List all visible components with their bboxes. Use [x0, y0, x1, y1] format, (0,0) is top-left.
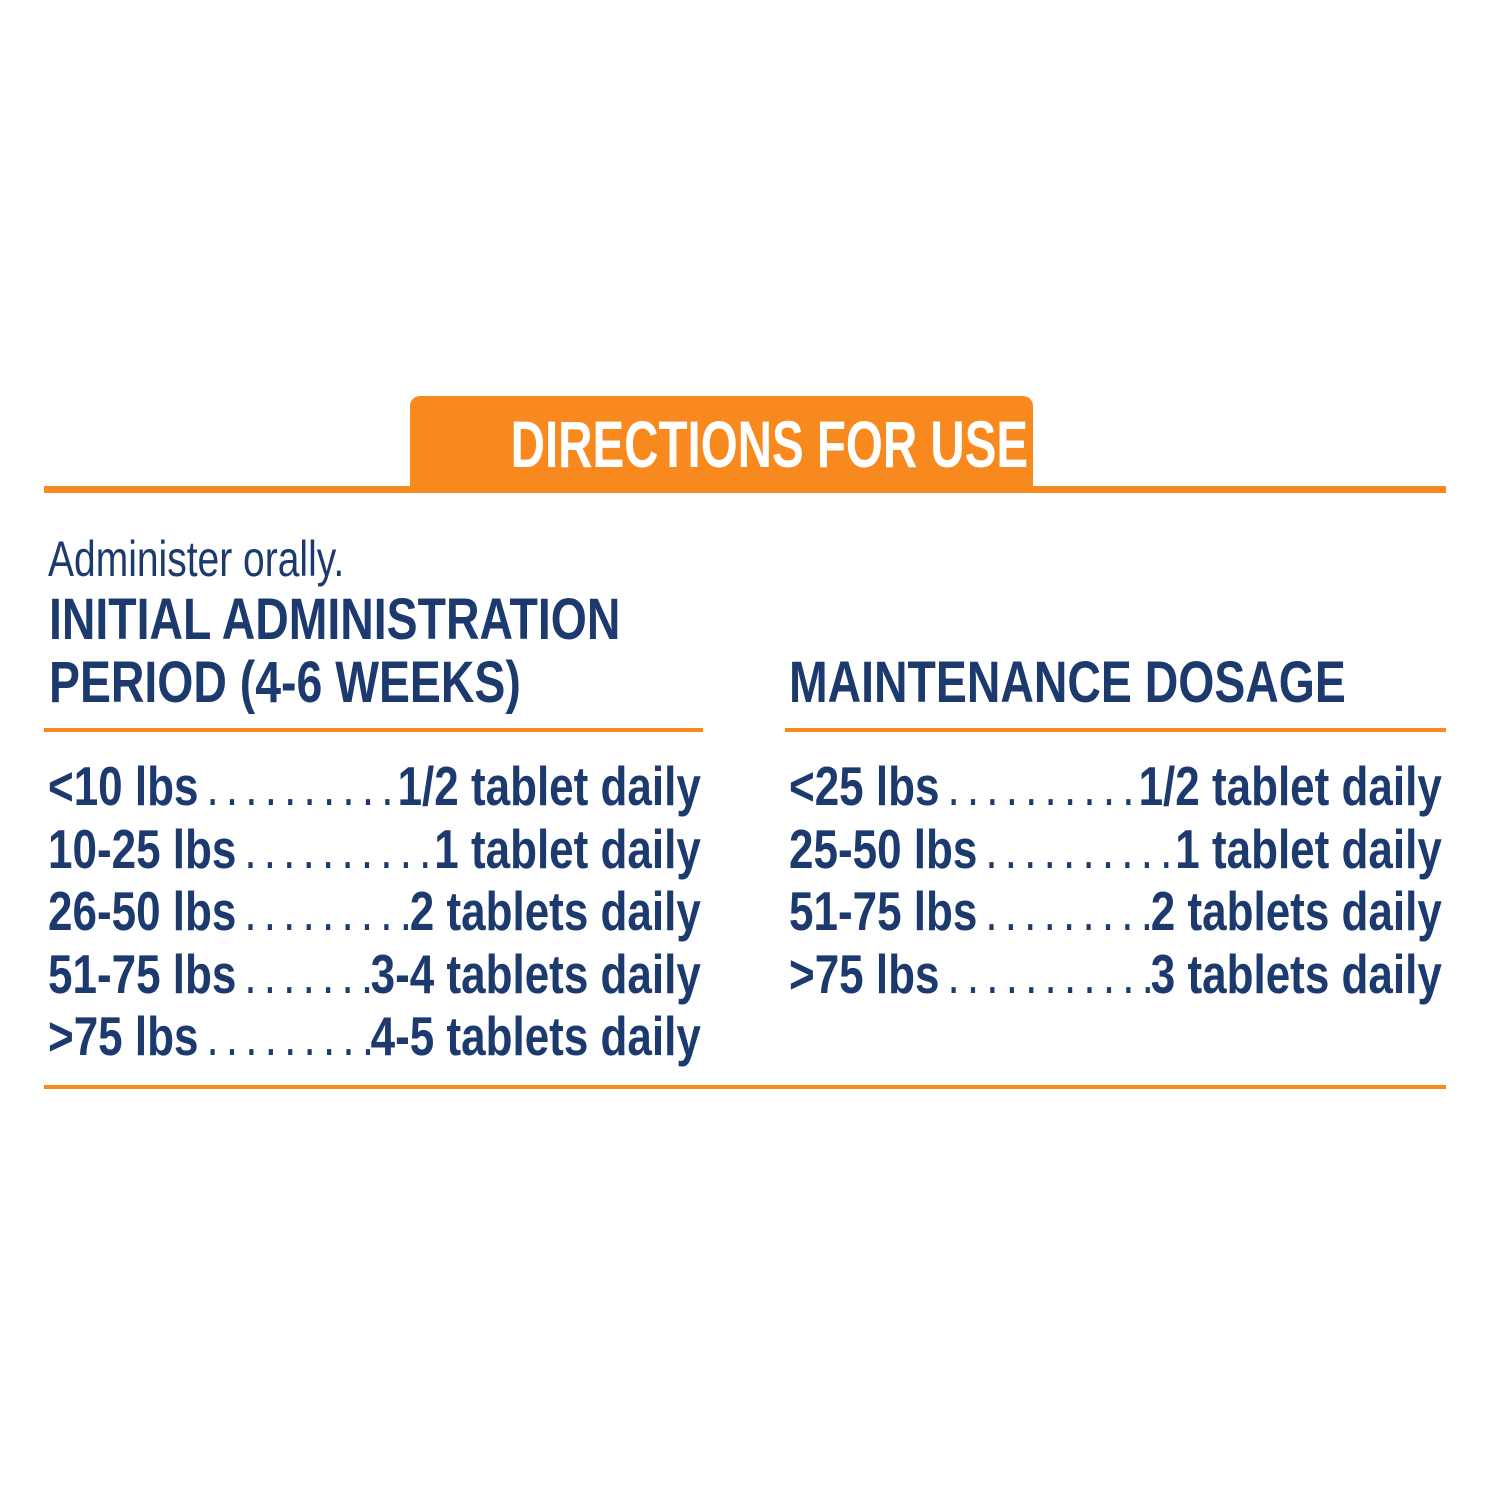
divider-maintenance [785, 728, 1446, 732]
initial-heading-line1: INITIAL ADMINISTRATION [49, 587, 621, 652]
dosage-row: 26-50 lbs...............................… [48, 880, 701, 943]
dot-leader: ........................................ [244, 942, 370, 1005]
divider-top [44, 486, 1446, 493]
dosage-row: >75 lbs.................................… [789, 943, 1442, 1006]
dose: 3-4 tablets daily [370, 942, 701, 1005]
dosage-row: 25-50 lbs...............................… [789, 818, 1442, 881]
dot-leader: ........................................ [947, 755, 1139, 817]
dosage-row: 51-75 lbs...............................… [789, 880, 1442, 943]
dose: 4-5 tablets daily [370, 1005, 701, 1067]
dose: 1 tablet daily [434, 817, 701, 880]
dot-leader: ........................................ [947, 942, 1150, 1005]
initial-dosage-table: <10 lbs.................................… [48, 755, 701, 1068]
dot-leader: ........................................ [985, 880, 1150, 942]
dose: 1/2 tablet daily [397, 755, 701, 817]
weight-range: 26-50 lbs [48, 880, 237, 942]
maintenance-heading: MAINTENANCE DOSAGE [789, 650, 1346, 715]
dose: 3 tablets daily [1150, 942, 1442, 1005]
dot-leader: ........................................ [985, 817, 1176, 880]
dosage-row: >75 lbs.................................… [48, 1005, 701, 1068]
dot-leader: ........................................ [206, 755, 398, 817]
weight-range: <25 lbs [789, 755, 940, 817]
initial-heading: INITIAL ADMINISTRATION PERIOD (4-6 WEEKS… [49, 588, 620, 714]
dot-leader: ........................................ [244, 817, 435, 880]
dose: 2 tablets daily [409, 880, 701, 942]
dot-leader: ........................................ [244, 880, 409, 942]
dosage-row: <10 lbs.................................… [48, 755, 701, 818]
weight-range: 51-75 lbs [48, 942, 237, 1005]
divider-initial [44, 728, 703, 732]
dose: 1 tablet daily [1175, 817, 1442, 880]
weight-range: <10 lbs [48, 755, 199, 817]
banner-title: DIRECTIONS FOR USE [510, 407, 1029, 481]
dose: 1/2 tablet daily [1138, 755, 1442, 817]
intro-text: Administer orally. [48, 531, 345, 587]
dosage-row: 51-75 lbs...............................… [48, 943, 701, 1006]
maintenance-dosage-table: <25 lbs.................................… [789, 755, 1442, 1005]
dot-leader: ........................................ [206, 1005, 370, 1067]
weight-range: 51-75 lbs [789, 880, 978, 942]
weight-range: >75 lbs [789, 942, 940, 1005]
weight-range: 25-50 lbs [789, 817, 978, 880]
weight-range: >75 lbs [48, 1005, 199, 1067]
dosage-row: <25 lbs.................................… [789, 755, 1442, 818]
initial-heading-line2: PERIOD (4-6 WEEKS) [49, 650, 521, 715]
dose: 2 tablets daily [1150, 880, 1442, 942]
directions-banner: DIRECTIONS FOR USE [410, 396, 1033, 490]
weight-range: 10-25 lbs [48, 817, 237, 880]
dosage-row: 10-25 lbs...............................… [48, 818, 701, 881]
divider-bottom [44, 1085, 1446, 1089]
